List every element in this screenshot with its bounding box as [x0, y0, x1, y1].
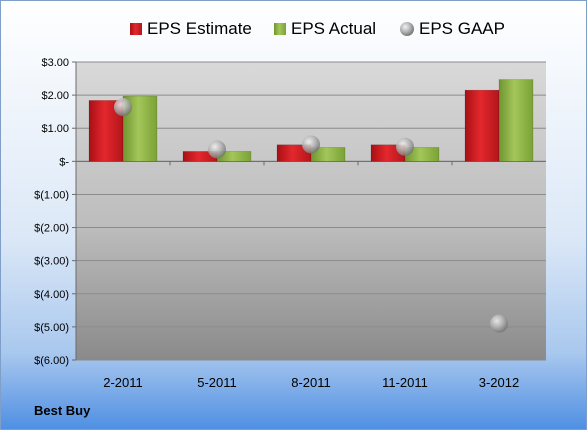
y-tick-label: $(1.00)	[34, 189, 69, 201]
marker-eps-gaap	[490, 314, 508, 333]
x-tick-label: 2-2011	[103, 375, 143, 390]
y-tick-label: $1.00	[41, 123, 69, 135]
x-tick-label: 3-2012	[479, 375, 519, 390]
x-axis-ticks: 2-2011 5-2011 8-2011 11-2011 3-2012	[103, 161, 519, 390]
x-tick-label: 11-2011	[382, 375, 428, 390]
bar-eps-estimate	[464, 89, 500, 162]
legend-swatch-eps-gaap	[400, 22, 414, 36]
y-axis-ticks: $3.00 $2.00 $1.00 $- $(1.00) $(2.00) $(3.00) $(…	[34, 57, 76, 367]
marker-eps-gaap	[396, 137, 414, 156]
legend-swatch-eps-estimate	[130, 23, 142, 35]
y-tick-label: $3.00	[41, 57, 69, 69]
y-tick-label: $(2.00)	[34, 223, 69, 235]
y-tick-label: $(5.00)	[34, 322, 69, 334]
company-name: Best Buy	[34, 403, 91, 418]
marker-eps-gaap	[302, 135, 320, 154]
legend-label-eps-estimate: EPS Estimate	[147, 19, 252, 38]
y-tick-label: $-	[59, 156, 69, 168]
x-tick-label: 5-2011	[197, 375, 237, 390]
y-tick-label: $(6.00)	[34, 355, 69, 367]
legend-item-eps-gaap: EPS GAAP	[400, 19, 505, 38]
legend-label-eps-gaap: EPS GAAP	[419, 19, 505, 38]
marker-eps-gaap	[114, 98, 132, 117]
legend-item-eps-estimate: EPS Estimate	[130, 19, 252, 38]
legend: EPS Estimate EPS Actual EPS GAAP	[130, 19, 505, 38]
legend-label-eps-actual: EPS Actual	[291, 19, 376, 38]
y-tick-label: $(4.00)	[34, 289, 69, 301]
bar-eps-actual	[310, 147, 346, 162]
legend-swatch-eps-actual	[274, 23, 286, 35]
y-tick-label: $(3.00)	[34, 256, 69, 268]
y-tick-label: $2.00	[41, 90, 69, 102]
marker-eps-gaap	[208, 140, 226, 159]
x-tick-label: 8-2011	[291, 375, 331, 390]
bar-eps-actual	[498, 79, 534, 162]
gaap-markers	[114, 98, 508, 333]
legend-item-eps-actual: EPS Actual	[274, 19, 376, 38]
